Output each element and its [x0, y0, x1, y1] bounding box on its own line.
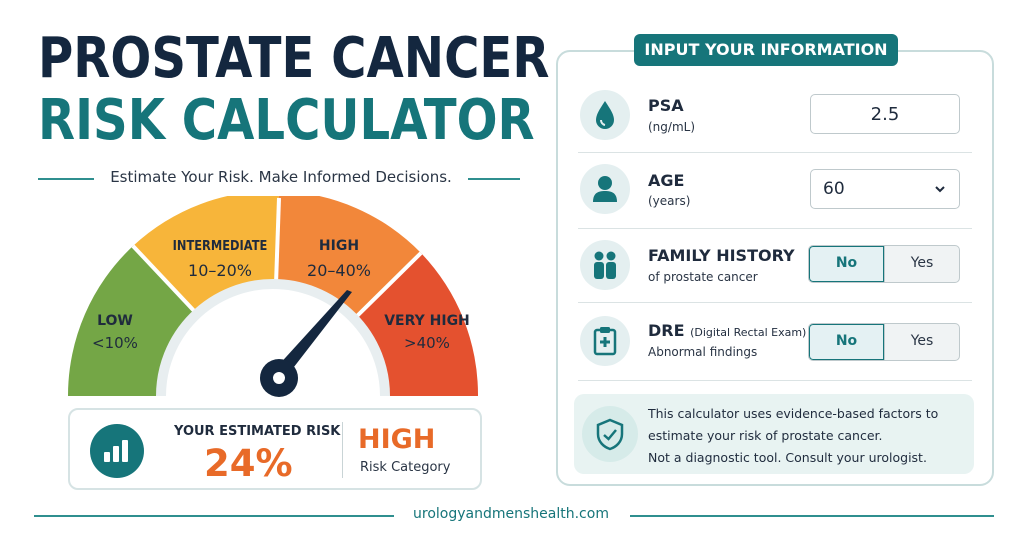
clipboard-icon — [580, 316, 630, 366]
title-line-1: PROSTATE CANCER — [38, 26, 550, 91]
subtitle-rule-right — [468, 178, 520, 180]
gauge-label-high: HIGH — [319, 238, 359, 254]
disclaimer-box: This calculator uses evidence-based fact… — [574, 394, 974, 474]
chevron-down-icon — [935, 186, 945, 193]
gauge-needle — [260, 290, 352, 397]
subtitle: Estimate Your Risk. Make Informed Decisi… — [110, 168, 452, 186]
disclaimer-line-2: estimate your risk of prostate cancer. — [648, 428, 883, 443]
bar-chart-icon — [90, 424, 144, 478]
row-divider — [578, 380, 972, 381]
risk-category-label: Risk Category — [360, 460, 451, 475]
family-history-yes-button[interactable]: Yes — [884, 246, 959, 282]
footer-rule-right — [630, 515, 994, 517]
gauge-range-very-high: >40% — [404, 334, 450, 352]
age-title: AGE — [648, 171, 685, 190]
dre-title: DRE (Digital Rectal Exam) — [648, 321, 807, 340]
psa-unit: (ng/mL) — [648, 120, 696, 134]
dre-yes-button[interactable]: Yes — [884, 324, 959, 360]
dre-sub: Abnormal findings — [648, 345, 758, 359]
gauge-range-low: <10% — [92, 334, 138, 352]
estimated-risk-card: YOUR ESTIMATED RISK 24% HIGH Risk Catego… — [68, 408, 482, 490]
estimated-risk-label: YOUR ESTIMATED RISK — [174, 424, 341, 439]
psa-title: PSA — [648, 96, 684, 115]
psa-input[interactable] — [810, 94, 960, 134]
divider — [342, 422, 343, 478]
disclaimer-line-3: Not a diagnostic tool. Consult your urol… — [648, 450, 927, 465]
gauge-label-very-high: VERY HIGH — [384, 313, 470, 329]
age-select[interactable]: 60 — [810, 169, 960, 209]
family-history-no-button[interactable]: No — [809, 246, 884, 282]
drop-icon — [580, 90, 630, 140]
age-unit: (years) — [648, 194, 691, 208]
footer-url[interactable]: urologyandmenshealth.com — [413, 506, 609, 522]
row-divider — [578, 302, 972, 303]
family-icon — [580, 240, 630, 290]
disclaimer-line-1: This calculator uses evidence-based fact… — [648, 406, 939, 421]
dre-toggle[interactable]: No Yes — [808, 323, 960, 361]
family-history-title: FAMILY HISTORY — [648, 246, 795, 265]
age-value: 60 — [823, 179, 845, 199]
risk-gauge: LOW <10% INTERMEDIATE 10–20% HIGH 20–40%… — [67, 196, 479, 397]
panel-header: INPUT YOUR INFORMATION — [634, 34, 898, 66]
risk-category-value: HIGH — [358, 424, 436, 455]
family-history-sub: of prostate cancer — [648, 270, 758, 284]
footer-rule-left — [34, 515, 394, 517]
gauge-label-intermediate: INTERMEDIATE — [173, 238, 268, 253]
gauge-range-intermediate: 10–20% — [188, 261, 252, 280]
row-divider — [578, 152, 972, 153]
family-history-toggle[interactable]: No Yes — [808, 245, 960, 283]
title-line-2: RISK CALCULATOR — [38, 88, 535, 153]
dre-no-button[interactable]: No — [809, 324, 884, 360]
subtitle-rule-left — [38, 178, 94, 180]
dre-title-note: (Digital Rectal Exam) — [690, 326, 807, 339]
shield-check-icon — [582, 406, 638, 462]
estimated-risk-value: 24% — [204, 442, 293, 485]
person-icon — [580, 164, 630, 214]
row-divider — [578, 228, 972, 229]
gauge-label-low: LOW — [97, 313, 133, 329]
gauge-range-high: 20–40% — [307, 261, 371, 280]
